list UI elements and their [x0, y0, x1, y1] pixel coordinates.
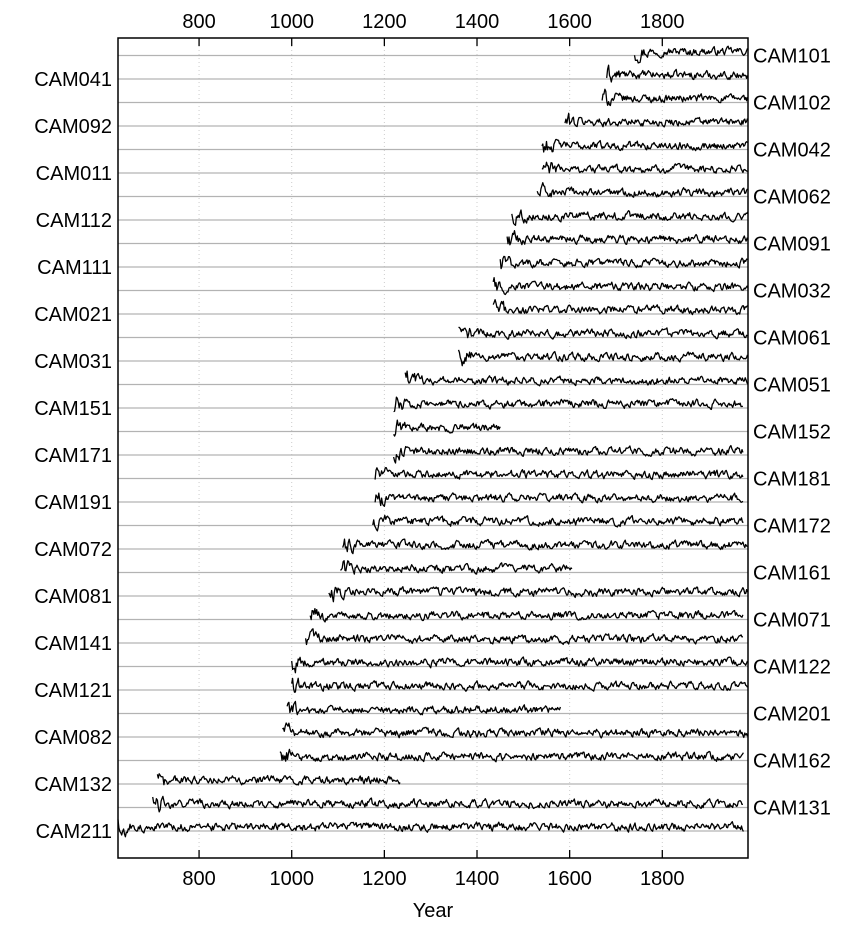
x-tick-label-top: 1400	[455, 11, 500, 33]
series-line-cam171	[392, 444, 744, 464]
series-line-cam162	[279, 748, 744, 763]
tick-layer: 800 800 1000 1000 1200 1200 1400 1400 1600 1600 18…	[182, 11, 684, 890]
series-line-cam011	[541, 161, 748, 174]
x-tick-label-top: 1600	[547, 11, 592, 33]
series-label-cam201: CAM201	[753, 704, 831, 726]
series-line-cam211	[117, 819, 744, 838]
series-label-cam031: CAM031	[34, 351, 112, 373]
series-label-cam211: CAM211	[36, 821, 112, 843]
x-axis-title: Year	[413, 900, 454, 922]
series-line-cam181	[374, 466, 744, 481]
grid-layer	[198, 38, 663, 858]
series-label-cam191: CAM191	[34, 492, 112, 514]
x-tick-label-top: 1800	[640, 11, 685, 33]
series-label-cam092: CAM092	[34, 116, 112, 138]
series-line-cam172	[372, 514, 744, 532]
baseline-layer	[118, 54, 748, 832]
series-label-cam151: CAM151	[34, 398, 112, 420]
series-label-cam122: CAM122	[753, 657, 831, 679]
x-tick-label-bottom: 1800	[640, 868, 685, 890]
series-line-cam161	[340, 560, 573, 575]
series-line-cam111	[499, 255, 748, 270]
series-line-cam051	[404, 370, 749, 387]
series-line-cam042	[541, 138, 748, 153]
series-label-cam042: CAM042	[753, 140, 831, 162]
series-line-cam021	[492, 299, 749, 316]
series-line-cam091	[506, 230, 749, 246]
series-label-cam102: CAM102	[753, 93, 831, 115]
series-layer	[117, 45, 749, 838]
series-line-cam152	[393, 419, 501, 437]
series-label-cam132: CAM132	[34, 774, 112, 796]
series-line-cam072	[342, 538, 748, 555]
series-line-cam151	[393, 396, 744, 413]
series-line-cam092	[564, 112, 749, 128]
series-line-cam102	[601, 88, 749, 107]
series-line-cam131	[152, 795, 743, 813]
label-layer: CAM101 CAM041 CAM102 CAM092 CAM042 CAM011 CAM0…	[34, 46, 831, 844]
x-tick-label-bottom: 800	[182, 868, 215, 890]
series-label-cam131: CAM131	[753, 798, 831, 820]
series-line-cam201	[286, 700, 562, 716]
series-line-cam032	[492, 276, 749, 296]
series-label-cam101: CAM101	[753, 46, 831, 68]
series-line-cam122	[291, 656, 749, 674]
series-label-cam091: CAM091	[753, 234, 831, 256]
series-label-cam181: CAM181	[753, 469, 831, 491]
series-line-cam121	[291, 677, 749, 693]
series-label-cam141: CAM141	[34, 633, 112, 655]
series-label-cam061: CAM061	[753, 328, 831, 350]
series-label-cam041: CAM041	[34, 69, 112, 91]
series-label-cam121: CAM121	[34, 680, 112, 702]
series-label-cam062: CAM062	[753, 187, 831, 209]
series-label-cam011: CAM011	[36, 163, 112, 185]
series-line-cam071	[309, 607, 744, 623]
series-line-cam061	[458, 326, 748, 340]
series-label-cam032: CAM032	[753, 281, 831, 303]
series-line-cam101	[633, 45, 749, 64]
x-tick-label-top: 800	[182, 11, 215, 33]
x-tick-label-top: 1200	[362, 11, 407, 33]
series-label-cam171: CAM171	[34, 445, 112, 467]
series-label-cam071: CAM071	[753, 610, 831, 632]
x-tick-label-bottom: 1200	[362, 868, 407, 890]
series-line-cam191	[374, 492, 744, 507]
series-line-cam081	[328, 586, 749, 603]
series-line-cam041	[606, 64, 749, 83]
x-tick-label-bottom: 1000	[269, 868, 314, 890]
series-line-cam112	[511, 209, 749, 226]
series-line-cam141	[304, 628, 744, 646]
series-line-cam082	[281, 722, 749, 739]
series-line-cam062	[536, 182, 749, 198]
plot-frame	[117, 37, 749, 859]
series-label-cam051: CAM051	[753, 375, 831, 397]
series-label-cam021: CAM021	[34, 304, 112, 326]
series-label-cam112: CAM112	[36, 210, 112, 232]
series-line-cam132	[156, 773, 401, 786]
series-label-cam172: CAM172	[753, 516, 831, 538]
series-label-cam082: CAM082	[34, 727, 112, 749]
series-label-cam081: CAM081	[34, 586, 112, 608]
series-label-cam111: CAM111	[37, 257, 112, 279]
x-tick-label-top: 1000	[269, 11, 314, 33]
series-label-cam162: CAM162	[753, 751, 831, 773]
series-label-cam161: CAM161	[753, 563, 831, 585]
series-label-cam152: CAM152	[753, 422, 831, 444]
series-line-cam031	[457, 349, 749, 367]
x-tick-label-bottom: 1600	[547, 868, 592, 890]
series-label-cam072: CAM072	[34, 539, 112, 561]
x-tick-label-bottom: 1400	[455, 868, 500, 890]
